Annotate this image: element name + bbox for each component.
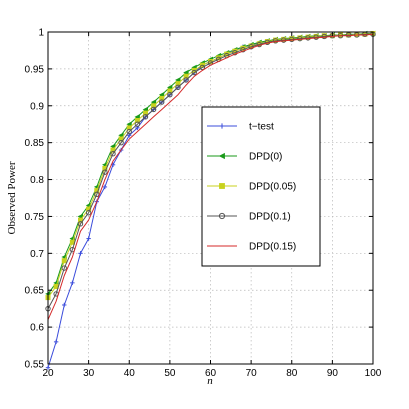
data-point bbox=[134, 121, 141, 127]
data-point bbox=[134, 118, 140, 124]
legend-marker bbox=[219, 123, 225, 129]
y-axis-label: Observed Power bbox=[6, 161, 18, 234]
y-tick-label: 0.9 bbox=[30, 101, 44, 112]
x-tick-label: 90 bbox=[327, 368, 339, 379]
data-point bbox=[94, 191, 100, 198]
data-point bbox=[45, 365, 51, 370]
data-point bbox=[61, 258, 67, 264]
data-point bbox=[53, 339, 59, 345]
data-point bbox=[126, 121, 132, 127]
data-point bbox=[191, 69, 197, 76]
data-point bbox=[248, 44, 254, 50]
data-point bbox=[297, 35, 303, 42]
data-point bbox=[61, 265, 67, 271]
data-point bbox=[159, 99, 165, 105]
x-tick-label: 70 bbox=[246, 368, 258, 379]
data-point bbox=[102, 165, 108, 171]
legend-label: DPD(0.05) bbox=[249, 182, 296, 193]
data-point bbox=[134, 114, 140, 120]
data-point bbox=[232, 49, 238, 56]
legend-marker bbox=[218, 152, 225, 160]
series-line bbox=[47, 33, 374, 320]
data-point bbox=[272, 38, 279, 44]
data-point bbox=[240, 47, 246, 53]
legend-entry: DPD(0.1) bbox=[207, 212, 291, 223]
series-3 bbox=[45, 31, 376, 312]
data-point bbox=[183, 69, 189, 76]
data-point bbox=[183, 77, 189, 83]
x-tick-label: 40 bbox=[124, 368, 136, 379]
data-point bbox=[126, 125, 132, 131]
x-tick-label: 100 bbox=[365, 368, 382, 379]
data-point bbox=[175, 77, 181, 83]
data-point bbox=[150, 99, 157, 105]
data-point bbox=[158, 92, 165, 98]
data-point bbox=[199, 64, 206, 71]
y-tick-label: 0.8 bbox=[30, 175, 44, 186]
y-tick-label: 0.6 bbox=[30, 323, 44, 334]
data-point bbox=[143, 110, 149, 116]
data-point bbox=[345, 32, 352, 38]
y-tick-label: 0.85 bbox=[25, 138, 45, 149]
x-tick-label: 50 bbox=[164, 368, 176, 379]
series-line bbox=[47, 33, 373, 309]
legend: t−test DPD(0) DPD(0.05) DPD(0.1) DPD(0.15) bbox=[201, 106, 321, 267]
data-point bbox=[142, 106, 148, 113]
data-point bbox=[94, 188, 100, 194]
y-tick-label: 0.7 bbox=[30, 249, 44, 260]
data-point bbox=[150, 106, 157, 113]
y-tick-label: 0.65 bbox=[25, 286, 45, 297]
legend-marker bbox=[219, 183, 225, 189]
data-point bbox=[151, 103, 157, 109]
data-point bbox=[289, 36, 295, 43]
data-point bbox=[159, 95, 165, 101]
data-point bbox=[167, 92, 173, 98]
data-point bbox=[86, 236, 91, 241]
legend-entry: DPD(0) bbox=[207, 152, 282, 163]
data-point bbox=[175, 81, 181, 87]
data-point bbox=[102, 169, 108, 175]
data-point bbox=[62, 302, 67, 308]
legend-marker bbox=[218, 212, 226, 220]
data-point bbox=[321, 33, 327, 40]
y-tick-label: 1 bbox=[38, 28, 44, 39]
data-point bbox=[85, 210, 92, 216]
x-tick-label: 80 bbox=[286, 368, 298, 379]
data-point bbox=[86, 206, 92, 212]
data-point bbox=[110, 151, 116, 157]
legend-entry: DPD(0.05) bbox=[207, 182, 296, 193]
x-tick-label: 60 bbox=[205, 368, 217, 379]
y-tick-label: 0.55 bbox=[25, 360, 45, 371]
data-point bbox=[167, 88, 173, 94]
legend-entry: t−test bbox=[207, 122, 274, 133]
ticks: 20 30 40 50 60 70 80 90 100 0.55 0.6 0.65 0.7 0.75 0.8… bbox=[25, 28, 382, 380]
legend-label: DPD(0.1) bbox=[249, 212, 291, 223]
data-point bbox=[77, 221, 84, 227]
data-point bbox=[183, 73, 189, 79]
x-axis-label: n bbox=[207, 375, 213, 387]
y-tick-label: 0.75 bbox=[25, 212, 45, 223]
data-point bbox=[142, 114, 149, 120]
data-point bbox=[102, 184, 108, 190]
x-tick-label: 30 bbox=[83, 368, 95, 379]
data-point bbox=[167, 84, 173, 91]
series-layer bbox=[45, 30, 376, 370]
x-tick-label: 20 bbox=[42, 368, 54, 379]
y-tick-label: 0.95 bbox=[25, 64, 45, 75]
legend-label: DPD(0) bbox=[249, 152, 282, 163]
data-point bbox=[280, 37, 287, 43]
legend-label: t−test bbox=[249, 122, 274, 133]
data-point bbox=[118, 139, 124, 146]
data-point bbox=[126, 128, 132, 135]
data-point bbox=[70, 280, 75, 286]
data-point bbox=[305, 35, 311, 41]
data-point bbox=[313, 34, 319, 40]
data-point bbox=[175, 84, 181, 91]
data-point bbox=[78, 251, 83, 256]
series-4 bbox=[47, 33, 374, 320]
legend-label: DPD(0.15) bbox=[249, 242, 296, 253]
legend-entry: DPD(0.15) bbox=[207, 242, 296, 253]
